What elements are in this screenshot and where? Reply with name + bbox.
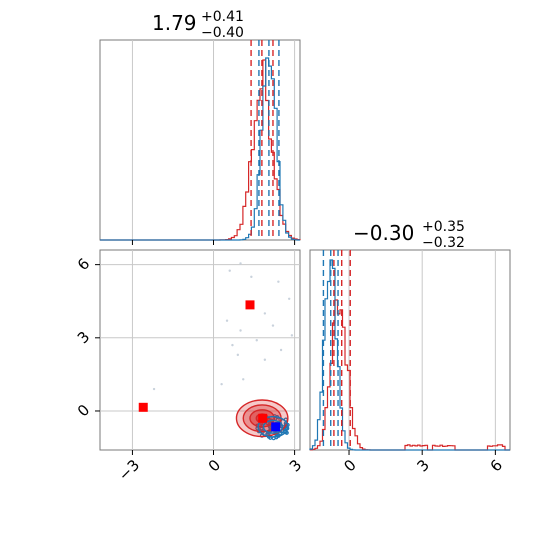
axis-ticks: −3 0 3 0 3 6 0 3 6: [74, 240, 506, 484]
grid-lines: [100, 40, 496, 450]
scatter-point-16: [220, 382, 223, 386]
tick-label-x-param-2-2: 6: [487, 456, 506, 475]
scatter-point-15: [152, 387, 156, 391]
tick-label-y-param-2-2: 6: [74, 255, 93, 274]
panel-top-left-frame: [99, 39, 301, 241]
scatter-point-3: [277, 280, 280, 283]
histogram-param-2: [309, 250, 510, 451]
tick-label-x-param-1-0: −3: [115, 456, 143, 484]
marker-red-2: [258, 413, 268, 423]
hist-blue-param-2: [309, 259, 510, 451]
scatter-point-17: [242, 378, 245, 381]
panel-bottom-right-frame: [309, 249, 511, 451]
scatter-point-13: [236, 353, 240, 357]
hist-red-param-1: [100, 59, 301, 241]
title-param-1-value: 1.79: [152, 11, 197, 35]
hist-blue-param-1: [100, 57, 300, 241]
title-param-1: 1.79 +0.41 −0.40: [152, 9, 244, 41]
scatter-point-10: [231, 343, 234, 347]
tick-label-x-param-1-2: 3: [286, 456, 305, 475]
tick-label-x-param-2-1: 3: [413, 456, 432, 475]
title-param-2-upper: +0.35: [422, 219, 465, 235]
tick-label-x-param-2-0: 0: [340, 456, 359, 475]
tick-label-y-param-2-0: 0: [74, 401, 93, 420]
contour-blue-0: [257, 415, 289, 438]
scatter-point-12: [279, 348, 283, 352]
tick-label-x-param-1-1: 0: [205, 456, 224, 475]
title-param-1-upper: +0.41: [201, 9, 244, 25]
title-param-2-value: −0.30: [353, 221, 414, 245]
title-param-1-lower: −0.40: [201, 25, 244, 41]
marker-red-0: [138, 402, 148, 412]
scatter-point-0: [239, 262, 242, 265]
scatter-point-8: [239, 329, 242, 332]
title-param-2: −0.30 +0.35 −0.32: [353, 219, 465, 251]
scatter-point-4: [287, 297, 291, 300]
scatter-point-2: [250, 275, 253, 279]
contour-blue-1: [262, 419, 284, 434]
scatter-point-11: [255, 339, 258, 342]
joint-scatter-panel: [138, 262, 294, 441]
scatter-point-6: [225, 319, 229, 322]
histogram-param-1: [100, 40, 301, 241]
marker-red-1: [245, 300, 255, 310]
marker-blue-0: [271, 422, 281, 432]
scatter-point-5: [263, 312, 267, 315]
scatter-point-1: [228, 269, 231, 272]
title-param-2-lower: −0.32: [422, 235, 465, 251]
scatter-point-7: [271, 324, 275, 327]
scatter-point-9: [290, 334, 294, 337]
scatter-point-14: [263, 358, 267, 361]
tick-label-y-param-2-1: 3: [74, 328, 93, 347]
panel-bottom-left-frame: [99, 249, 301, 451]
